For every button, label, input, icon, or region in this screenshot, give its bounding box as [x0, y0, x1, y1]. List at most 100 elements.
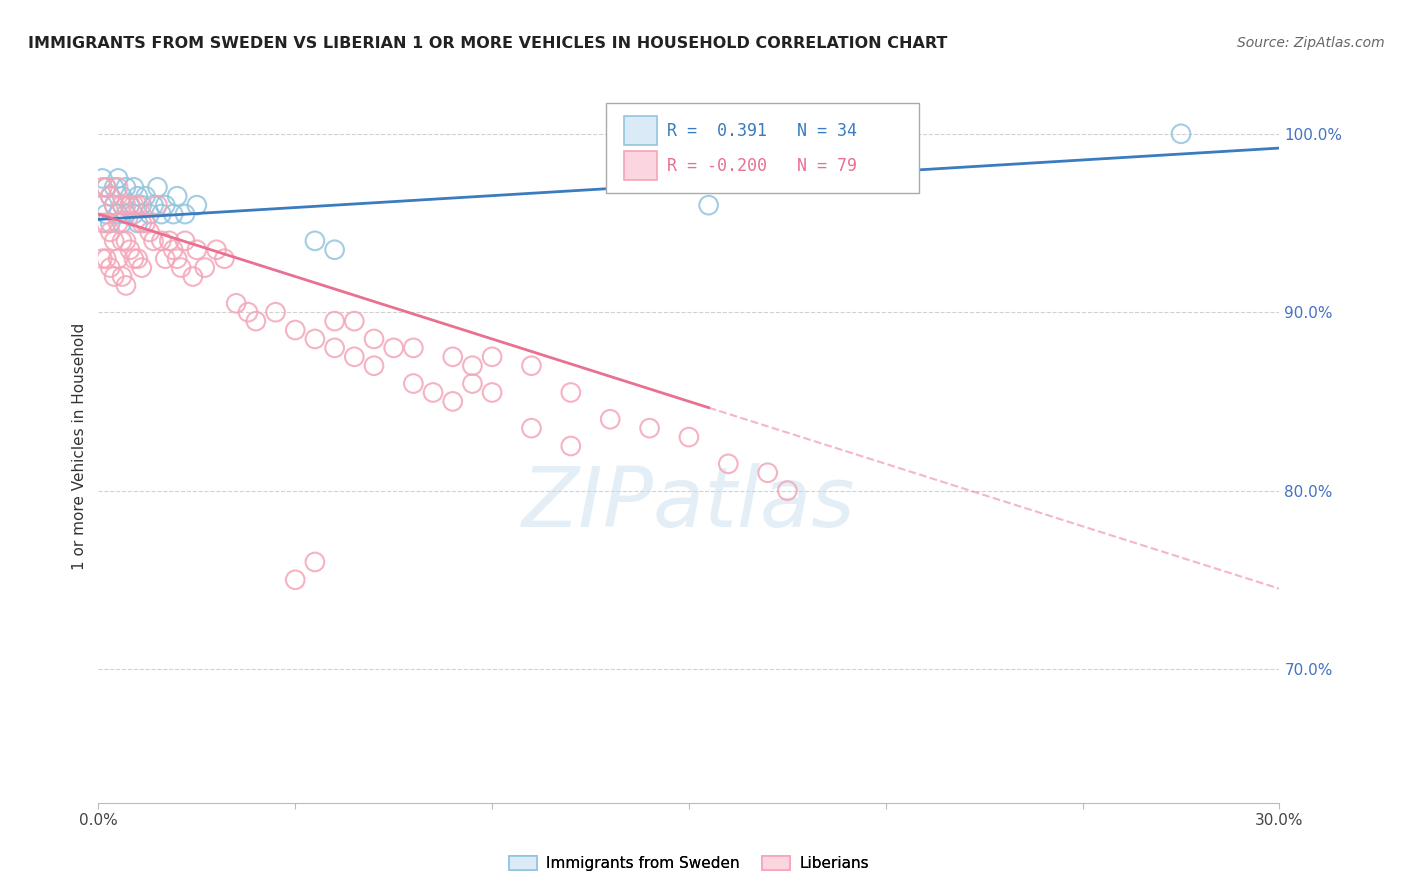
Point [91, 171, 114, 186]
Point [98, 189, 121, 203]
Point [122, 252, 145, 266]
Point [96, 180, 118, 194]
Point [520, 359, 543, 373]
Point [103, 180, 125, 194]
Point [118, 198, 141, 212]
Text: IMMIGRANTS FROM SWEDEN VS LIBERIAN 1 OR MORE VEHICLES IN HOUSEHOLD CORRELATION C: IMMIGRANTS FROM SWEDEN VS LIBERIAN 1 OR … [28, 36, 948, 51]
Point [181, 269, 204, 284]
Point [323, 314, 346, 328]
Point [103, 198, 125, 212]
Point [150, 234, 173, 248]
Point [170, 260, 193, 275]
Point [186, 198, 208, 212]
Point [146, 198, 169, 212]
Point [107, 171, 129, 186]
Point [91, 180, 114, 194]
Point [122, 198, 145, 212]
Point [678, 430, 700, 444]
Legend: Immigrants from Sweden, Liberians: Immigrants from Sweden, Liberians [503, 849, 875, 877]
Point [127, 189, 149, 203]
Point [107, 207, 129, 221]
Point [118, 198, 141, 212]
Point [91, 216, 114, 230]
Point [343, 314, 366, 328]
Point [304, 234, 326, 248]
Point [599, 412, 621, 426]
Point [174, 207, 197, 221]
Point [98, 225, 121, 239]
Text: R = -0.200   N = 79: R = -0.200 N = 79 [666, 157, 856, 175]
Point [98, 189, 121, 203]
Point [264, 305, 287, 319]
Point [127, 216, 149, 230]
Point [96, 252, 118, 266]
Point [304, 555, 326, 569]
Point [363, 332, 385, 346]
Point [1170, 127, 1192, 141]
Point [776, 483, 799, 498]
Point [115, 278, 138, 293]
Point [174, 234, 197, 248]
Point [111, 269, 134, 284]
Point [363, 359, 385, 373]
Point [166, 189, 188, 203]
Point [131, 198, 153, 212]
Point [107, 180, 129, 194]
Point [142, 234, 165, 248]
Text: ZIPatlas: ZIPatlas [522, 463, 856, 543]
Point [323, 341, 346, 355]
Point [115, 234, 138, 248]
Point [162, 243, 184, 257]
Point [194, 260, 217, 275]
Point [122, 180, 145, 194]
Point [98, 260, 121, 275]
Point [284, 573, 307, 587]
Point [186, 243, 208, 257]
Point [402, 376, 425, 391]
Text: R =  0.391   N = 34: R = 0.391 N = 34 [666, 121, 856, 139]
Point [138, 207, 160, 221]
Point [166, 252, 188, 266]
Point [155, 252, 177, 266]
Point [111, 189, 134, 203]
Text: Source: ZipAtlas.com: Source: ZipAtlas.com [1237, 36, 1385, 50]
Point [520, 421, 543, 435]
FancyBboxPatch shape [624, 152, 657, 180]
Point [323, 243, 346, 257]
Point [127, 252, 149, 266]
Point [441, 394, 464, 409]
Point [115, 207, 138, 221]
Point [103, 198, 125, 212]
Point [115, 180, 138, 194]
Point [236, 305, 259, 319]
Point [284, 323, 307, 337]
Point [225, 296, 247, 310]
Y-axis label: 1 or more Vehicles in Household: 1 or more Vehicles in Household [72, 322, 87, 570]
Point [138, 225, 160, 239]
Point [103, 269, 125, 284]
Point [756, 466, 779, 480]
Point [304, 332, 326, 346]
Point [343, 350, 366, 364]
Point [697, 198, 720, 212]
Point [96, 207, 118, 221]
Point [135, 216, 157, 230]
Point [131, 260, 153, 275]
Point [103, 234, 125, 248]
Point [214, 252, 236, 266]
Point [150, 207, 173, 221]
Point [422, 385, 444, 400]
Point [402, 341, 425, 355]
Point [461, 359, 484, 373]
Point [461, 376, 484, 391]
Point [245, 314, 267, 328]
Point [638, 421, 661, 435]
Point [441, 350, 464, 364]
FancyBboxPatch shape [606, 103, 920, 193]
Point [717, 457, 740, 471]
Point [115, 198, 138, 212]
Point [157, 234, 180, 248]
Point [155, 198, 177, 212]
Point [481, 385, 503, 400]
Point [135, 189, 157, 203]
